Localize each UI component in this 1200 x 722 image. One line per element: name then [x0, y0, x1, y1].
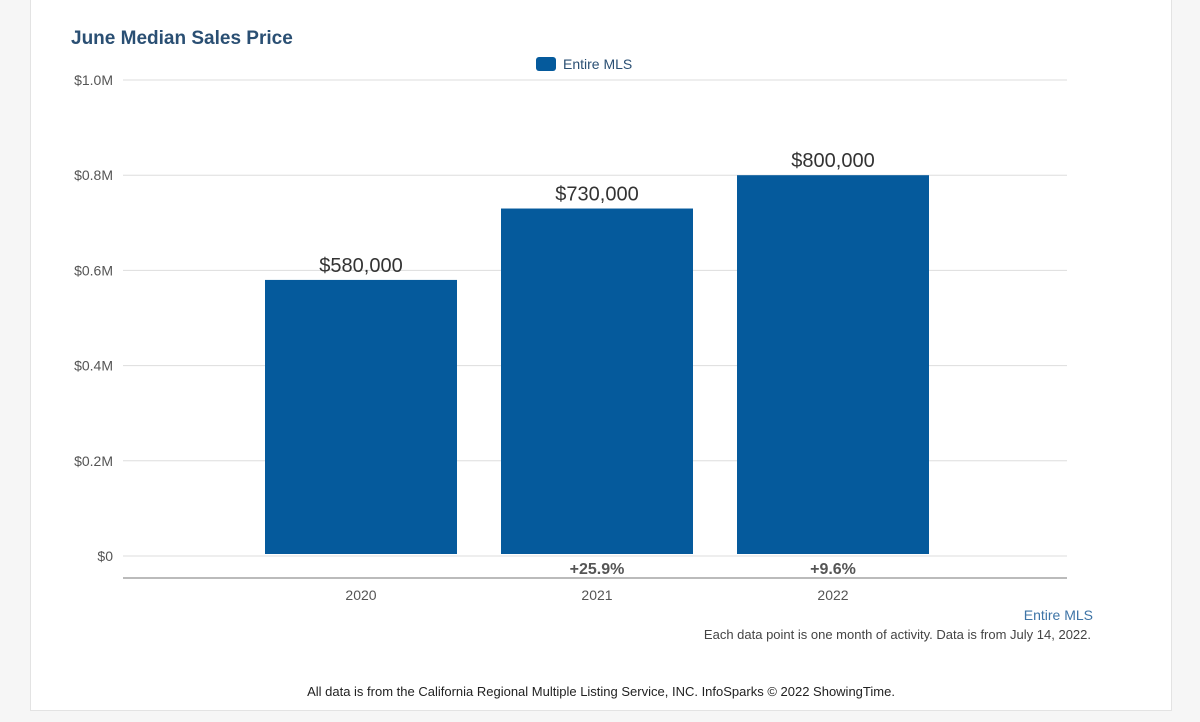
value-labels: $580,000 $730,000 +25.9% $800,000 +9.6%: [319, 150, 874, 578]
chart-card: June Median Sales Price Entire MLS $0 $0.…: [30, 0, 1172, 711]
y-axis: $0 $0.2M $0.4M $0.6M $0.8M $1.0M: [74, 72, 113, 564]
bar-chart: $0 $0.2M $0.4M $0.6M $0.8M $1.0M $580,000 $730…: [74, 72, 1067, 603]
bar-2020[interactable]: [265, 279, 457, 554]
legend-swatch: [536, 57, 556, 71]
bar-2021[interactable]: [501, 208, 693, 554]
chart-title: June Median Sales Price: [71, 28, 293, 49]
y-tick-label: $1.0M: [74, 72, 113, 88]
data-footnote: Each data point is one month of activity…: [703, 627, 1091, 642]
x-axis: 2020 2021 2022: [123, 577, 1067, 603]
x-tick-label-2020: 2020: [345, 587, 376, 603]
x-tick-label-2021: 2021: [581, 587, 612, 603]
value-label-2021: $730,000: [555, 184, 638, 206]
bars: [265, 175, 929, 554]
bar-2022[interactable]: [737, 175, 929, 554]
change-label-2022: +9.6%: [810, 561, 856, 578]
y-tick-label: $0.8M: [74, 167, 113, 183]
y-tick-label: $0.4M: [74, 358, 113, 374]
legend-label: Entire MLS: [563, 56, 633, 72]
value-label-2022: $800,000: [791, 150, 874, 172]
value-label-2020: $580,000: [319, 255, 402, 277]
y-tick-label: $0.6M: [74, 262, 113, 278]
x-tick-label-2022: 2022: [817, 587, 848, 603]
source-credit: All data is from the California Regional…: [307, 684, 895, 699]
y-tick-label: $0: [97, 548, 113, 564]
legend-item-entire-mls[interactable]: Entire MLS: [536, 56, 632, 72]
series-note-link[interactable]: Entire MLS: [1023, 607, 1093, 623]
y-tick-label: $0.2M: [74, 453, 113, 469]
change-label-2021: +25.9%: [570, 561, 625, 578]
